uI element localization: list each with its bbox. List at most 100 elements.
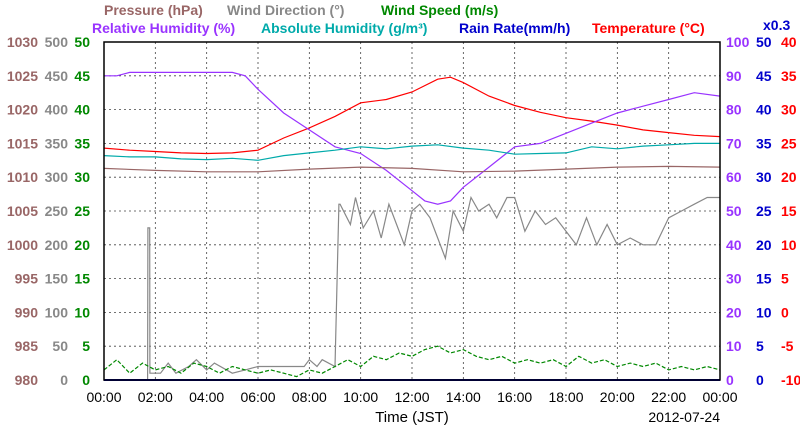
x-tick-label: 00:00: [86, 389, 121, 405]
tick-temperature: 35: [781, 68, 797, 84]
x-tick-label: 16:00: [497, 389, 532, 405]
tick-pressure: 1005: [7, 203, 38, 219]
tick-temperature: 10: [781, 237, 797, 253]
tick-temperature: 15: [781, 203, 797, 219]
tick-wind_speed: 50: [74, 34, 90, 50]
tick-temperature: -5: [781, 338, 794, 354]
tick-wind_direction: 200: [45, 237, 69, 253]
tick-humidity: 70: [726, 135, 742, 151]
tick-humidity: 60: [726, 169, 742, 185]
tick-temperature: 30: [781, 102, 797, 118]
legend-relative-humidity: Relative Humidity (%): [92, 20, 235, 36]
tick-wind_speed: 20: [74, 237, 90, 253]
tick-wind_speed: 30: [74, 169, 90, 185]
tick-temperature: 0: [781, 304, 789, 320]
series-pressure-hpa-: [103, 165, 721, 173]
tick-humidity: 90: [726, 68, 742, 84]
tick-rain_abs: 20: [756, 237, 772, 253]
tick-wind_direction: 50: [52, 338, 68, 354]
tick-wind_speed: 0: [82, 372, 90, 388]
tick-wind_direction: 150: [45, 271, 69, 287]
legend-wind-direction: Wind Direction (°): [227, 2, 344, 18]
tick-rain_abs: 45: [756, 68, 772, 84]
tick-wind_direction: 350: [45, 135, 69, 151]
tick-temperature: 40: [781, 34, 797, 50]
tick-pressure: 1010: [7, 169, 38, 185]
legend-pressure: Pressure (hPa): [104, 2, 203, 18]
tick-rain_abs: 15: [756, 271, 772, 287]
tick-rain_abs: 10: [756, 304, 772, 320]
series-relative-humidity-: [104, 71, 721, 205]
tick-humidity: 100: [726, 34, 750, 50]
tick-pressure: 1025: [7, 68, 38, 84]
tick-wind_direction: 250: [45, 203, 69, 219]
tick-humidity: 80: [726, 102, 742, 118]
tick-humidity: 10: [726, 338, 742, 354]
tick-humidity: 50: [726, 203, 742, 219]
tick-wind_direction: 400: [45, 102, 69, 118]
x-tick-label: 20:00: [600, 389, 635, 405]
tick-rain_abs: 25: [756, 203, 772, 219]
x-tick-label: 10:00: [343, 389, 378, 405]
tick-wind_speed: 35: [74, 135, 90, 151]
x-tick-label: 18:00: [548, 389, 583, 405]
tick-wind_speed: 25: [74, 203, 90, 219]
tick-wind_speed: 45: [74, 68, 90, 84]
tick-rain_abs: 50: [756, 34, 772, 50]
tick-pressure: 1000: [7, 237, 38, 253]
tick-rain_abs: 30: [756, 169, 772, 185]
tick-wind_direction: 500: [45, 34, 69, 50]
tick-wind_direction: 300: [45, 169, 69, 185]
tick-humidity: 40: [726, 237, 742, 253]
tick-temperature: 20: [781, 169, 797, 185]
tick-wind_direction: 100: [45, 304, 69, 320]
tick-pressure: 1030: [7, 34, 38, 50]
axis-ticks: 1030102510201015101010051000995990985980…: [7, 34, 800, 388]
x-axis-label: Time (JST): [375, 409, 449, 426]
x-tick-label: 12:00: [394, 389, 429, 405]
tick-wind_direction: 450: [45, 68, 69, 84]
tick-humidity: 0: [726, 372, 734, 388]
tick-temperature: -10: [781, 372, 800, 388]
legend-absolute-humidity: Absolute Humidity (g/m³): [261, 20, 427, 36]
tick-wind_speed: 15: [74, 271, 90, 287]
tick-humidity: 20: [726, 304, 742, 320]
tick-humidity: 30: [726, 271, 742, 287]
tick-rain_abs: 35: [756, 135, 772, 151]
x-tick-label: 04:00: [189, 389, 224, 405]
tick-pressure: 985: [15, 338, 39, 354]
tick-rain_abs: 40: [756, 102, 772, 118]
plot-frame: [103, 41, 721, 381]
tick-pressure: 1015: [7, 135, 38, 151]
x-tick-label: 08:00: [292, 389, 327, 405]
rain-scale-note: x0.3: [763, 17, 790, 33]
legend-rain-rate: Rain Rate(mm/h): [459, 20, 570, 36]
tick-pressure: 980: [15, 372, 39, 388]
series-temperature-c-: [103, 76, 721, 155]
x-tick-label: 14:00: [446, 389, 481, 405]
x-tick-label: 06:00: [240, 389, 275, 405]
tick-pressure: 1020: [7, 102, 38, 118]
date-label: 2012-07-24: [648, 409, 720, 425]
grid: [104, 42, 720, 380]
tick-wind_speed: 10: [74, 304, 90, 320]
tick-rain_abs: 0: [756, 372, 764, 388]
tick-pressure: 995: [15, 271, 39, 287]
legend-temperature: Temperature (°C): [592, 20, 705, 36]
x-axis-ticks: 00:00 02:00 04:00 06:00 08:00 10:00 12:00 14:00…: [86, 389, 737, 405]
tick-rain_abs: 5: [756, 338, 764, 354]
tick-temperature: 25: [781, 135, 797, 151]
tick-pressure: 990: [15, 304, 39, 320]
x-tick-label: 02:00: [138, 389, 173, 405]
tick-temperature: 5: [781, 271, 789, 287]
tick-wind_direction: 0: [60, 372, 68, 388]
series-absolute-humidity-g-m-: [103, 142, 720, 161]
legend-wind-speed: Wind Speed (m/s): [381, 2, 498, 18]
x-tick-label: 22:00: [651, 389, 686, 405]
series-wind-speed-m-s-: [103, 345, 721, 378]
tick-wind_speed: 5: [82, 338, 90, 354]
tick-wind_speed: 40: [74, 102, 90, 118]
x-tick-label: 00:00: [702, 389, 737, 405]
series-wind-direction-: [104, 195, 720, 381]
